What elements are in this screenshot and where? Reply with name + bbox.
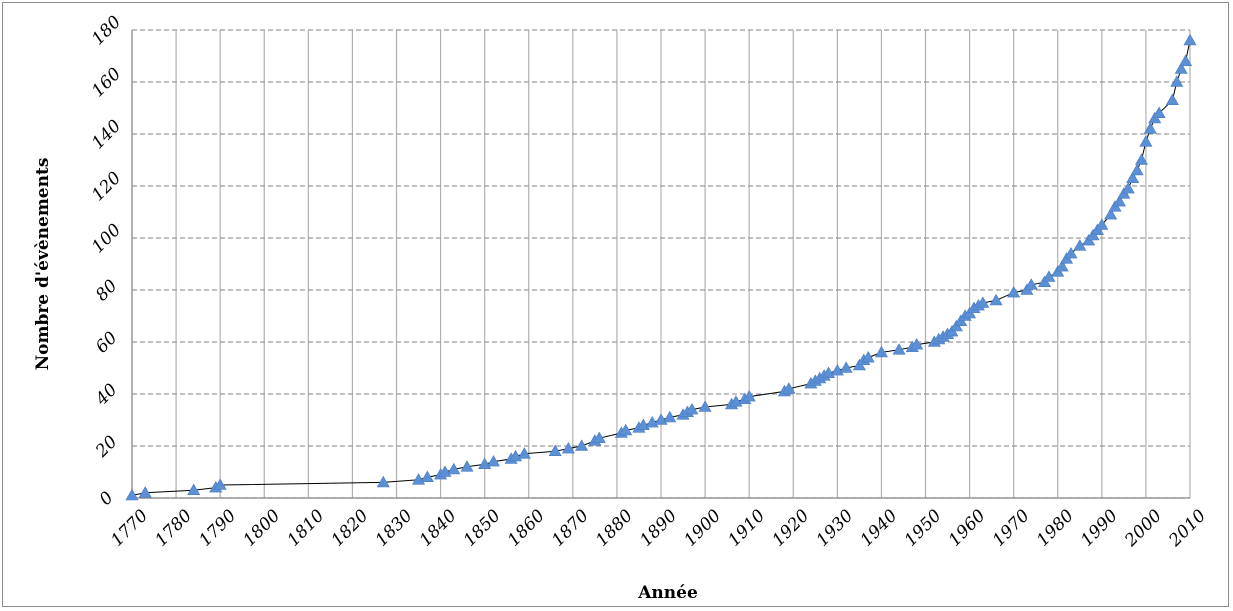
data-point-marker	[1095, 218, 1109, 230]
x-tick-label: 1860	[504, 506, 549, 551]
data-point-marker	[1143, 122, 1157, 134]
data-point-marker	[420, 470, 434, 483]
data-point-marker	[447, 462, 461, 475]
x-tick-label: 1920	[769, 506, 814, 551]
data-point-marker	[685, 402, 699, 415]
data-point-marker	[742, 389, 756, 402]
data-point-marker	[138, 486, 152, 498]
data-point-marker	[125, 488, 139, 501]
x-tick-label: 1990	[1077, 506, 1122, 551]
y-tick-label: 80	[92, 276, 122, 306]
data-point-marker	[1007, 285, 1021, 298]
x-tick-label: 1830	[372, 506, 417, 551]
data-point-marker	[1134, 153, 1149, 165]
x-tick-label: 1870	[548, 506, 593, 551]
x-tick-label: 1960	[945, 506, 990, 551]
y-axis-ticks: 0 20 40 60 80 100 120 140 160 180	[88, 12, 125, 510]
data-point-marker	[874, 345, 888, 358]
data-point-marker	[1170, 75, 1184, 87]
data-point-marker	[892, 343, 906, 355]
data-point-marker	[1121, 181, 1135, 194]
data-point-marker	[1112, 194, 1126, 207]
grid	[131, 29, 1191, 499]
data-point-marker	[698, 400, 712, 412]
data-point-marker	[187, 483, 201, 496]
y-tick-label: 160	[88, 64, 125, 101]
data-point-marker	[592, 431, 606, 444]
x-tick-label: 2010	[1165, 506, 1211, 552]
data-point-marker	[1130, 163, 1144, 176]
data-point-marker	[1104, 207, 1118, 220]
data-point-marker	[517, 447, 531, 459]
y-tick-label: 60	[92, 328, 122, 358]
x-tick-label: 1880	[592, 506, 637, 551]
data-point-marker	[910, 337, 924, 350]
data-point-marker	[989, 293, 1003, 306]
y-tick-label: 40	[91, 380, 121, 410]
data-point-marker	[561, 441, 575, 454]
data-point-marker	[1126, 171, 1140, 183]
y-tick-label: 140	[88, 116, 125, 153]
data-point-marker	[1152, 106, 1166, 118]
data-point-marker	[1064, 246, 1078, 259]
x-tick-label: 1940	[857, 506, 902, 551]
y-tick-label: 100	[88, 220, 125, 257]
axes	[131, 30, 1190, 499]
x-tick-label: 1800	[240, 506, 285, 551]
x-tick-label: 1910	[724, 506, 769, 551]
data-point-marker	[1165, 93, 1179, 105]
data-point-marker	[376, 475, 390, 488]
x-tick-label: 1770	[107, 506, 152, 551]
data-point-marker	[976, 296, 990, 308]
data-point-marker	[460, 460, 474, 472]
x-tick-label: 1930	[813, 506, 858, 551]
x-tick-label: 1810	[284, 506, 329, 551]
data-point-marker	[839, 361, 853, 373]
data-point-marker	[213, 478, 227, 490]
x-tick-label: 2000	[1120, 506, 1166, 552]
x-tick-label: 1780	[151, 506, 196, 551]
data-point-marker	[1179, 54, 1193, 66]
y-tick-label: 120	[88, 168, 125, 205]
data-point-marker	[1139, 135, 1153, 147]
data-point-marker	[1174, 62, 1188, 74]
y-tick-label: 20	[91, 432, 121, 462]
y-tick-label: 0	[96, 488, 118, 510]
data-point-marker	[861, 350, 875, 363]
data-point-marker	[575, 439, 589, 451]
x-tick-label: 1980	[1033, 506, 1078, 551]
data-point-marker	[619, 423, 633, 436]
data-point-marker	[782, 382, 796, 394]
data-point-marker	[1183, 33, 1197, 46]
data-point-marker	[1024, 278, 1038, 290]
data-point-marker	[1055, 259, 1069, 272]
y-axis-title: Nombre d'évènements	[33, 158, 53, 371]
x-tick-label: 1900	[680, 506, 725, 551]
x-axis-ticks: 1770 1780 1790 1800 1810 1820 1830 1840 1850 1860…	[107, 506, 1210, 552]
x-tick-label: 1890	[636, 506, 681, 551]
x-tick-label: 1820	[328, 506, 373, 551]
data-point-marker	[486, 454, 501, 467]
series	[125, 33, 1197, 501]
x-tick-label: 1850	[460, 506, 505, 551]
data-point-marker	[663, 410, 677, 423]
x-axis-title: Année	[637, 583, 698, 603]
x-tick-label: 1840	[416, 506, 461, 551]
x-tick-label: 1970	[989, 506, 1034, 551]
x-tick-label: 1950	[901, 506, 946, 551]
y-tick-label: 180	[88, 12, 125, 49]
data-point-marker	[548, 444, 562, 457]
x-tick-label: 1790	[195, 506, 240, 551]
